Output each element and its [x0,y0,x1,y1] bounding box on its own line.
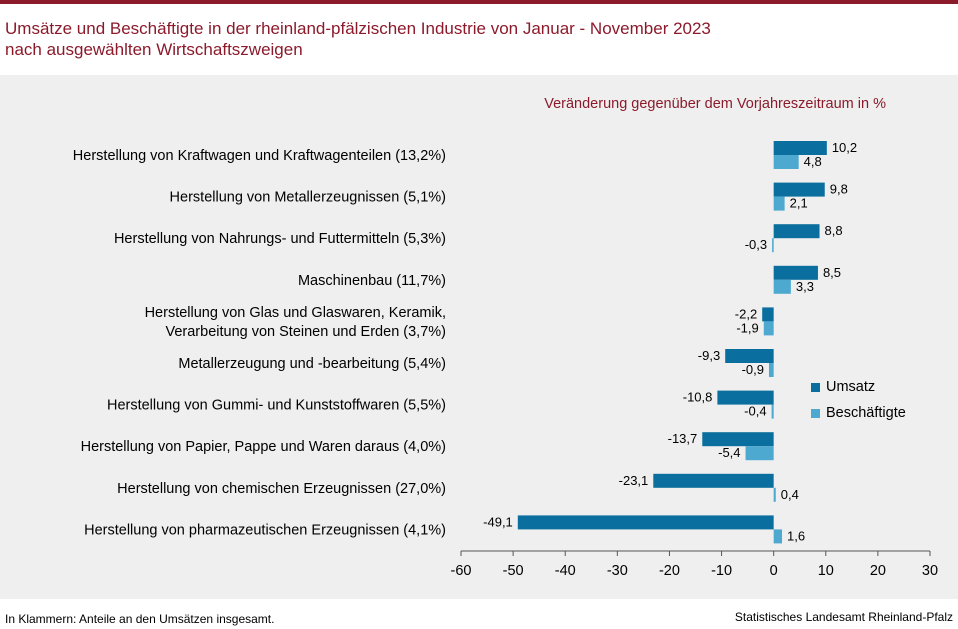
umsatz-bar [762,307,774,322]
beschaeftigte-bar [763,321,774,336]
legend-swatch-umsatz [811,382,820,392]
beschaeftigte-bar [772,238,774,253]
category-label: Herstellung von Gummi- und Kunststoffwar… [107,398,446,414]
legend-label-beschaeftigte: Beschäftigte [826,405,906,421]
category-label: Herstellung von chemischen Erzeugnissen … [117,481,446,497]
category-label: Herstellung von Metallerzeugnissen (5,1%… [170,190,446,206]
beschaeftigte-data-label: -5,4 [718,445,740,460]
umsatz-bar [773,224,820,239]
footer-note: In Klammern: Anteile an den Umsätzen ins… [5,612,275,626]
category-label: Metallerzeugung und -bearbeitung (5,4%) [178,356,446,372]
beschaeftigte-bar [773,487,776,502]
umsatz-data-label: -23,1 [619,473,649,488]
beschaeftigte-bar [771,404,774,419]
x-tick-label: 10 [818,563,834,579]
umsatz-bar [653,473,774,488]
beschaeftigte-data-label: -0,3 [745,237,767,252]
beschaeftigte-bar [773,196,785,211]
x-tick-label: 0 [770,563,778,579]
category-label: Verarbeitung von Steinen und Erden (3,7%… [165,324,446,340]
legend-label-umsatz: Umsatz [826,379,876,395]
top-accent-bar [0,0,958,4]
umsatz-bar [702,432,774,447]
category-label: Herstellung von Nahrungs- und Futtermitt… [114,231,446,247]
x-tick-label: -20 [659,563,680,579]
umsatz-data-label: -13,7 [668,431,698,446]
x-tick-label: -40 [555,563,576,579]
beschaeftigte-data-label: 3,3 [796,279,814,294]
chart-title: Umsätze und Beschäftigte in der rheinlan… [5,18,945,60]
beschaeftigte-bar [773,529,783,544]
umsatz-data-label: -2,2 [735,306,757,321]
beschaeftigte-data-label: 4,8 [804,154,822,169]
x-tick-label: -10 [711,563,732,579]
umsatz-data-label: 8,5 [823,265,841,280]
x-tick-label: -30 [607,563,628,579]
beschaeftigte-data-label: -0,4 [744,404,766,419]
umsatz-bar [517,515,774,530]
chart-subtitle: Veränderung gegenüber dem Vorjahreszeitr… [544,96,886,112]
umsatz-bar [773,182,825,197]
umsatz-data-label: 9,8 [830,182,848,197]
x-tick-label: -50 [503,563,524,579]
beschaeftigte-data-label: -1,9 [736,320,758,335]
chart-title-line2: nach ausgewählten Wirtschaftszweigen [5,40,303,59]
umsatz-data-label: -49,1 [483,514,513,529]
beschaeftigte-bar [773,279,791,294]
umsatz-data-label: 8,8 [825,223,843,238]
beschaeftigte-data-label: 1,6 [787,528,805,543]
category-label: Herstellung von pharmazeutischen Erzeugn… [84,522,446,538]
footer-source: Statistisches Landesamt Rheinland-Pfalz [734,610,953,624]
beschaeftigte-data-label: -0,9 [742,362,764,377]
beschaeftigte-bar [768,363,774,377]
umsatz-data-label: 10,2 [832,140,857,155]
legend-swatch-beschaeftigte [811,408,820,418]
beschaeftigte-data-label: 2,1 [790,196,808,211]
category-label: Maschinenbau (11,7%) [298,273,446,289]
beschaeftigte-bar [745,446,774,461]
umsatz-data-label: -10,8 [683,390,713,405]
category-label: Herstellung von Glas und Glaswaren, Kera… [145,305,446,321]
umsatz-bar [773,265,818,280]
umsatz-bar [773,141,827,155]
legend: Umsatz Beschäftigte [811,374,906,426]
legend-item-beschaeftigte: Beschäftigte [811,400,906,426]
beschaeftigte-data-label: 0,4 [781,487,799,502]
category-label: Herstellung von Kraftwagen und Kraftwage… [73,148,446,164]
x-tick-label: -60 [451,563,472,579]
x-tick-label: 20 [870,563,886,579]
umsatz-bar [725,349,774,363]
x-tick-label: 30 [922,563,938,579]
umsatz-data-label: -9,3 [698,348,720,363]
umsatz-bar [717,390,774,405]
category-label: Herstellung von Papier, Pappe und Waren … [81,439,446,455]
legend-item-umsatz: Umsatz [811,374,906,400]
beschaeftigte-bar [773,155,799,169]
chart-title-line1: Umsätze und Beschäftigte in der rheinlan… [5,19,711,38]
